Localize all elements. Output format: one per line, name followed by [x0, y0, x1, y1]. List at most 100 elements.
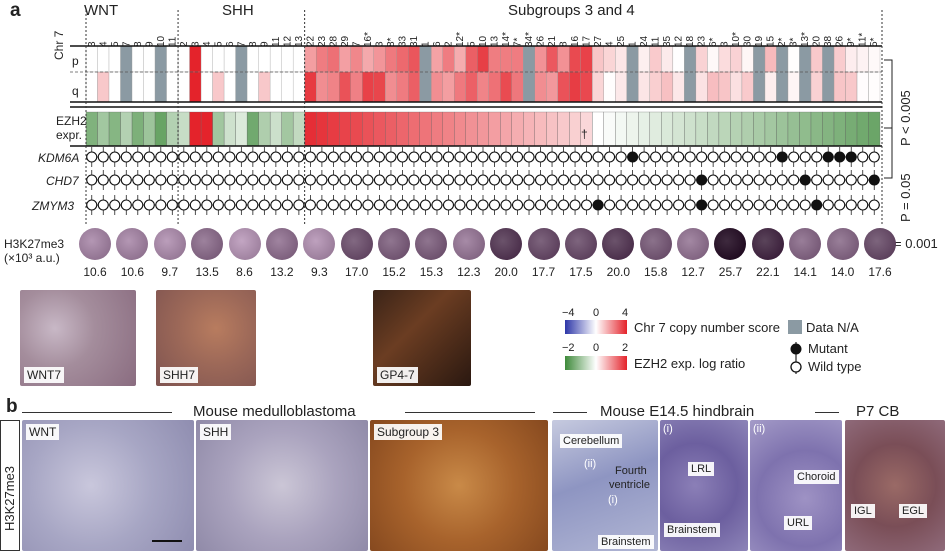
wildtype-marker — [316, 151, 328, 163]
sample-id-label: 7 — [351, 41, 362, 47]
chr7-q-cell — [500, 71, 512, 103]
sample-id-label: 8 — [133, 41, 144, 47]
wildtype-marker — [132, 174, 144, 186]
ezh2-legend-min: −2 — [562, 342, 575, 354]
example-wnt7-label: WNT7 — [24, 367, 64, 383]
sample-id-label: 38 — [823, 35, 834, 47]
wildtype-marker — [742, 151, 754, 163]
photo-p7-cb: IGL EGL — [845, 420, 945, 551]
ezh2-cell — [212, 111, 225, 147]
ezh2-label-1: EZH2 — [56, 114, 87, 128]
sample-id-label: 13* — [800, 32, 811, 47]
sample-id-label: 18 — [685, 35, 696, 47]
wildtype-marker — [638, 174, 650, 186]
wildtype-marker — [661, 199, 673, 211]
chr7-p-cell — [200, 45, 213, 73]
ezh2-cell — [362, 111, 374, 147]
mutation-legend-icons — [790, 342, 802, 374]
chr7-q-label: q — [72, 84, 79, 98]
panel-b-side-box: H3K27me3 — [0, 420, 20, 551]
chr7-p-cell — [500, 45, 512, 73]
zoom-i-brainstem-label: Brainstem — [664, 523, 720, 537]
ezh2-cell — [431, 111, 443, 147]
wildtype-marker — [811, 151, 823, 163]
h3-thumbnail — [826, 228, 859, 260]
wildtype-marker — [477, 199, 489, 211]
chr7-p-cell — [753, 45, 766, 73]
ezh2-cell — [477, 111, 489, 147]
chr7-p-label: p — [72, 54, 79, 68]
zoom-ii-choroid-label: Choroid — [794, 470, 839, 484]
chr7-p-cell — [97, 45, 110, 73]
ezh2-cell — [177, 111, 190, 147]
sample-id-label: 11* — [858, 33, 869, 47]
sample-id-label: 7 — [121, 41, 132, 47]
wildtype-marker — [753, 199, 765, 211]
wildtype-marker — [132, 199, 144, 211]
chr7-p-cell — [454, 45, 466, 73]
chr7-p-cell — [822, 45, 835, 73]
wildtype-marker — [558, 199, 570, 211]
wildtype-marker — [385, 151, 397, 163]
wildtype-marker — [189, 151, 201, 163]
ezh2-cell — [534, 111, 547, 147]
ezh2-cell — [281, 111, 294, 147]
gene-chd7-label: CHD7 — [46, 174, 79, 188]
pvalue-h3: P = 0.001 — [882, 236, 938, 251]
wildtype-marker — [569, 151, 581, 163]
mouse-mb-title: Mouse medulloblastoma — [193, 403, 356, 420]
wildtype-marker — [477, 174, 489, 186]
wildtype-marker — [592, 151, 604, 163]
h3-label-2: (×10³ a.u.) — [4, 251, 60, 265]
h3-value: 9.7 — [161, 265, 179, 279]
chr7-p-cell — [592, 45, 604, 73]
ezh2-cell — [523, 111, 535, 147]
wildtype-marker — [707, 151, 719, 163]
chr7-q-cell — [776, 71, 789, 103]
mutant-marker — [696, 199, 708, 211]
wildtype-marker — [396, 151, 408, 163]
ezh2-legend-mid: 0 — [593, 342, 600, 354]
sample-id-label: 8* — [386, 37, 397, 47]
chr7-q-cell — [97, 71, 110, 103]
wildtype-marker — [350, 199, 362, 211]
wildtype-marker — [224, 174, 236, 186]
ezh2-cell — [246, 111, 259, 147]
h3-value: 20.0 — [606, 265, 630, 279]
sample-id-label: 10 — [156, 35, 167, 47]
wildtype-marker — [281, 174, 293, 186]
photo-hindbrain: Cerebellum Fourth ventricle Brainstem (i… — [552, 420, 658, 551]
h3-value: 17.5 — [569, 265, 593, 279]
chr7-p-cell — [315, 45, 328, 73]
sample-id-label: 6 — [432, 41, 443, 47]
wildtype-marker — [86, 199, 98, 211]
chr7-q-cell — [603, 71, 616, 103]
chr7-q-cell — [154, 71, 167, 103]
chr7-q-cell — [131, 71, 144, 103]
wildtype-marker — [523, 151, 535, 163]
chr7-q-cell — [223, 71, 236, 103]
wildtype-marker — [673, 174, 685, 186]
sample-id-label: 31 — [409, 35, 420, 47]
chr7-q-cell — [304, 71, 317, 103]
wildtype-marker — [615, 151, 627, 163]
chr7-p-cell — [684, 45, 697, 73]
chr7-q-cell — [511, 71, 524, 103]
sample-id-label: 9 — [259, 41, 270, 47]
cn-legend-title: Chr 7 copy number score — [634, 320, 780, 335]
wildtype-marker — [765, 199, 777, 211]
chr7-q-cell — [707, 71, 720, 103]
wildtype-marker — [696, 151, 708, 163]
ezh2-cell — [753, 111, 766, 147]
wildtype-marker — [109, 199, 121, 211]
ezh2-cell — [799, 111, 812, 147]
ezh2-cell — [684, 111, 697, 147]
heatmap-figure: 3 4 5 7 8 9 10 11 2 3 4 5 6 7 8 9 11 12 13 22 23 28 29 7 16* 3 8* 3… — [70, 10, 893, 226]
mutation-lollipops — [86, 147, 880, 215]
chr7-q-cell — [362, 71, 374, 103]
chr7-p-cell — [85, 45, 98, 73]
sample-id-label: 20 — [812, 35, 823, 47]
example-gp47-image: GP4-7 — [373, 290, 471, 386]
ezh2-cell — [454, 111, 466, 147]
h3-value: 13.5 — [195, 265, 219, 279]
